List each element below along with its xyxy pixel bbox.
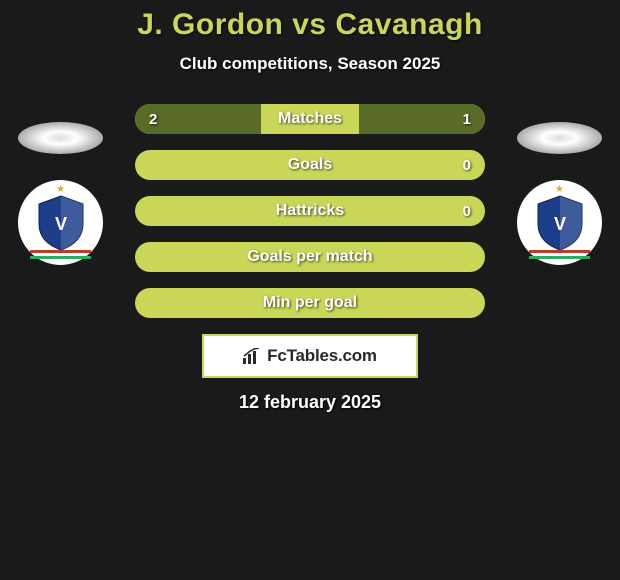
badge-stripe [529, 250, 590, 253]
bar-value-right: 0 [463, 150, 471, 180]
stat-bar: Goals per match [135, 242, 485, 272]
comparison-area: ★ V ★ V Matches21Goals0Hattricks0Goals p… [0, 104, 620, 318]
page-subtitle: Club competitions, Season 2025 [0, 54, 620, 74]
shield-icon: V [534, 194, 586, 252]
club-badge-left: ★ V [18, 180, 103, 265]
shield-icon: V [35, 194, 87, 252]
bar-label: Hattricks [135, 196, 485, 226]
stat-bars: Matches21Goals0Hattricks0Goals per match… [135, 104, 485, 318]
badge-stripe [529, 256, 590, 259]
bar-value-left: 2 [149, 104, 157, 134]
svg-text:V: V [553, 214, 565, 234]
badge-stripe [30, 250, 91, 253]
bar-value-right: 1 [463, 104, 471, 134]
bar-value-right: 0 [463, 196, 471, 226]
player-silhouette-right [517, 122, 602, 154]
watermark-text: FcTables.com [267, 346, 377, 366]
date-text: 12 february 2025 [0, 392, 620, 413]
stat-bar: Min per goal [135, 288, 485, 318]
chart-icon [243, 348, 261, 364]
stat-bar: Hattricks0 [135, 196, 485, 226]
svg-text:V: V [54, 214, 66, 234]
bar-label: Goals per match [135, 242, 485, 272]
badge-stripe [30, 256, 91, 259]
stat-bar: Matches2 1 [135, 104, 485, 134]
root: J. Gordon vs Cavanagh Club competitions,… [0, 0, 620, 413]
watermark-box: FcTables.com [202, 334, 418, 378]
player-silhouette-left [18, 122, 103, 154]
bar-label: Min per goal [135, 288, 485, 318]
stat-bar: Goals0 [135, 150, 485, 180]
bar-label: Goals [135, 150, 485, 180]
bar-label: Matches [135, 104, 485, 134]
club-badge-right: ★ V [517, 180, 602, 265]
page-title: J. Gordon vs Cavanagh [0, 8, 620, 42]
